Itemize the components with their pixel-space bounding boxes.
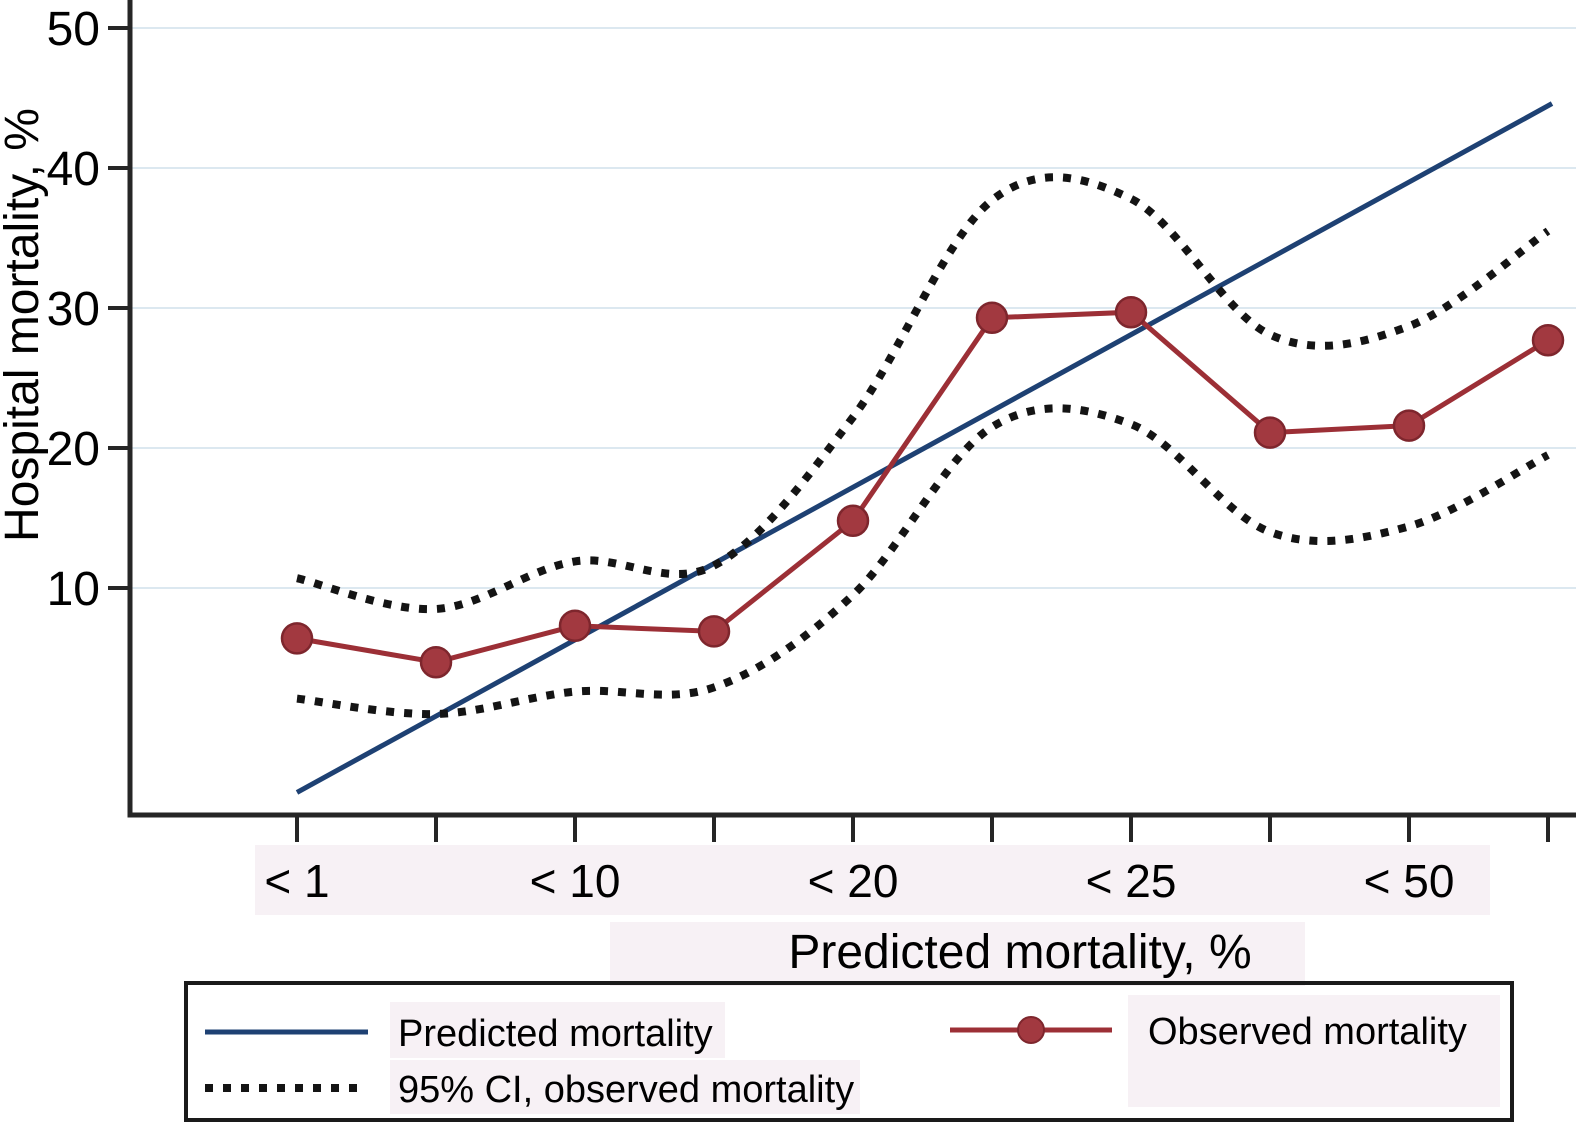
- legend-label-observed: Observed mortality: [1148, 1011, 1467, 1053]
- xtick-label-band: [255, 845, 1490, 915]
- y-tick-label: 50: [47, 3, 100, 56]
- observed-marker: [419, 645, 453, 679]
- x-tick-label: < 20: [808, 855, 899, 907]
- observed-mortality-line: [296, 309, 1550, 665]
- predicted-mortality-line: [295, 101, 1554, 795]
- legend-border: [184, 981, 1514, 1122]
- y-axis-title: Hospital mortality, %: [0, 108, 49, 542]
- grid-lines: [132, 27, 1576, 589]
- observed-marker: [836, 504, 870, 538]
- observed-marker: [1531, 323, 1565, 357]
- observed-marker: [1253, 416, 1287, 449]
- legend: Predicted mortality 95% CI, observed mor…: [184, 981, 1514, 1122]
- y-tick-label: 10: [47, 563, 100, 616]
- legend-label3-band: [1128, 995, 1500, 1107]
- y-tick-label: 30: [47, 283, 100, 336]
- label-backgrounds: [255, 845, 1500, 1114]
- xtitle-band: [610, 922, 1305, 986]
- x-tick-label: < 10: [530, 855, 621, 907]
- y-axis-tick-labels: 50 40 30 20 10: [47, 3, 100, 616]
- x-tick-label: < 25: [1086, 855, 1177, 907]
- x-tick-label: < 50: [1364, 855, 1455, 907]
- observed-marker: [975, 301, 1009, 335]
- legend-label-predicted: Predicted mortality: [398, 1013, 713, 1055]
- legend-label2-band: [390, 1060, 860, 1114]
- x-axis-title: Predicted mortality, %: [788, 926, 1251, 979]
- x-axis-tick-labels: < 1 < 10 < 20 < 25 < 50: [264, 855, 1454, 907]
- legend-label-ci: 95% CI, observed mortality: [398, 1069, 854, 1111]
- axes: [108, 0, 1576, 842]
- ci-lower-line: [296, 404, 1550, 719]
- observed-marker: [697, 615, 731, 648]
- observed-marker: [1114, 295, 1148, 329]
- legend-swatch-observed-marker: [1017, 1016, 1045, 1044]
- observed-marker: [558, 609, 592, 643]
- legend-label1-band: [390, 1002, 725, 1058]
- y-tick-label: 40: [47, 143, 100, 196]
- ci-upper-line: [296, 173, 1551, 614]
- series: [280, 101, 1565, 795]
- x-tick-label: < 1: [264, 855, 329, 907]
- observed-marker: [280, 622, 314, 655]
- observed-marker: [1392, 409, 1426, 442]
- y-tick-label: 20: [47, 423, 100, 476]
